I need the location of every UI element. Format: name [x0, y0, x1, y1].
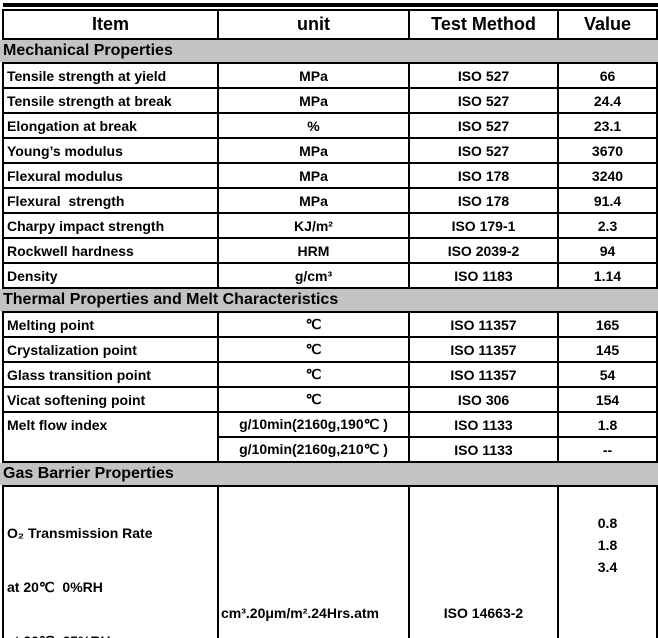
- unit-cell: HRM: [217, 237, 410, 264]
- test-method-cell: ISO 527: [408, 137, 559, 164]
- test-method-cell: ISO 527: [408, 112, 559, 139]
- column-header-unit: unit: [217, 9, 410, 40]
- column-header-item: Item: [2, 9, 219, 40]
- table-row: Melting point ℃ ISO 11357 165: [2, 311, 658, 338]
- item-cell: Vicat softening point: [2, 386, 219, 413]
- item-cell: Elongation at break: [2, 112, 219, 139]
- header-row: Item unit Test Method Value: [2, 9, 658, 40]
- test-method-cell: ISO 1133: [408, 411, 559, 438]
- item-cell: Density: [2, 262, 219, 289]
- column-header-test-method: Test Method: [408, 9, 559, 40]
- unit-cell: cm³.20μm/m².24Hrs.atm: [217, 485, 410, 638]
- section-header-thermal: Thermal Properties and Melt Characterist…: [0, 289, 658, 311]
- test-method-cell: ISO 1133: [408, 436, 559, 463]
- table-row: Density g/cm³ ISO 1183 1.14: [2, 262, 658, 289]
- test-method-cell: ISO 2039-2: [408, 237, 559, 264]
- test-method-cell: ISO 179-1: [408, 212, 559, 239]
- test-method-cell: ISO 11357: [408, 311, 559, 338]
- table-row-o2-transmission: O₂ Transmission Rate at 20℃ 0%RH at 20℃ …: [2, 485, 658, 638]
- test-method-cell: ISO 527: [408, 62, 559, 89]
- o2-rate-label: O₂ Transmission Rate: [7, 525, 153, 541]
- test-method-cell: ISO 178: [408, 187, 559, 214]
- table-row: Flexural modulus MPa ISO 178 3240: [2, 162, 658, 189]
- o2-condition-2: at 20℃ 65%RH: [7, 630, 216, 638]
- top-border-line: [3, 3, 658, 7]
- table-row-melt-flow-1: Melt flow index g/10min(2160g,190℃ ) ISO…: [2, 411, 658, 463]
- test-method-cell: ISO 11357: [408, 361, 559, 388]
- header-table: Item unit Test Method Value: [2, 9, 658, 40]
- item-cell: O₂ Transmission Rate at 20℃ 0%RH at 20℃ …: [2, 485, 219, 638]
- test-method-cell: ISO 14663-2: [408, 485, 559, 638]
- item-cell: Tensile strength at break: [2, 87, 219, 114]
- value-cell: 3240: [557, 162, 658, 189]
- unit-cell: MPa: [217, 87, 410, 114]
- value-cell: --: [557, 436, 658, 463]
- value-cell: 0.8 1.8 3.4: [557, 485, 658, 638]
- item-cell: Flexural modulus: [2, 162, 219, 189]
- unit-cell: g/10min(2160g,190℃ ): [217, 411, 410, 438]
- value-cell: 23.1: [557, 112, 658, 139]
- item-cell: Rockwell hardness: [2, 237, 219, 264]
- item-cell: Melting point: [2, 311, 219, 338]
- table-row: Tensile strength at yield MPa ISO 527 66: [2, 62, 658, 89]
- test-method-cell: ISO 527: [408, 87, 559, 114]
- o2-value-2: 1.8: [597, 537, 618, 553]
- table-row-melt-flow-2: g/10min(2160g,210℃ ) ISO 1133 --: [3, 436, 658, 463]
- table-row: Young’s modulus MPa ISO 527 3670: [2, 137, 658, 164]
- value-cell: 66: [557, 62, 658, 89]
- unit-cell: ℃: [217, 361, 410, 388]
- test-method-cell: ISO 11357: [408, 336, 559, 363]
- item-cell: Tensile strength at yield: [2, 62, 219, 89]
- item-cell: Young’s modulus: [2, 137, 219, 164]
- unit-cell: g/cm³: [217, 262, 410, 289]
- value-cell: 1.14: [557, 262, 658, 289]
- table-row: Elongation at break % ISO 527 23.1: [2, 112, 658, 139]
- value-cell: 165: [557, 311, 658, 338]
- test-method-cell: ISO 1183: [408, 262, 559, 289]
- value-cell: 91.4: [557, 187, 658, 214]
- unit-cell: MPa: [217, 162, 410, 189]
- table-row: Vicat softening point ℃ ISO 306 154: [2, 386, 658, 413]
- table-row: Glass transition point ℃ ISO 11357 54: [2, 361, 658, 388]
- unit-cell: MPa: [217, 187, 410, 214]
- column-header-value: Value: [557, 9, 658, 40]
- unit-cell: ℃: [217, 336, 410, 363]
- section-header-gas-barrier: Gas Barrier Properties: [0, 463, 658, 485]
- unit-cell: ℃: [217, 386, 410, 413]
- value-cell: 154: [557, 386, 658, 413]
- table-row: Charpy impact strength KJ/m² ISO 179-1 2…: [2, 212, 658, 239]
- value-cell: 1.8: [557, 411, 658, 438]
- section-header-mechanical: Mechanical Properties: [0, 40, 658, 62]
- value-cell: 24.4: [557, 87, 658, 114]
- gas-barrier-table: O₂ Transmission Rate at 20℃ 0%RH at 20℃ …: [2, 485, 658, 638]
- table-row: Tensile strength at break MPa ISO 527 24…: [2, 87, 658, 114]
- test-method-cell: ISO 178: [408, 162, 559, 189]
- value-cell: 3670: [557, 137, 658, 164]
- o2-condition-1: at 20℃ 0%RH: [7, 579, 103, 595]
- value-cell: 54: [557, 361, 658, 388]
- o2-value-3: 3.4: [597, 559, 618, 575]
- mechanical-table: Tensile strength at yield MPa ISO 527 66…: [2, 62, 658, 289]
- test-method-cell: ISO 306: [408, 386, 559, 413]
- unit-cell: ℃: [217, 311, 410, 338]
- table-row: Crystalization point ℃ ISO 11357 145: [2, 336, 658, 363]
- unit-cell: g/10min(2160g,210℃ ): [217, 436, 410, 463]
- value-cell: 145: [557, 336, 658, 363]
- item-cell: Flexural strength: [2, 187, 219, 214]
- item-cell: Melt flow index: [2, 411, 219, 463]
- item-cell: Crystalization point: [2, 336, 219, 363]
- o2-value-1: 0.8: [597, 515, 618, 531]
- unit-cell: MPa: [217, 62, 410, 89]
- item-cell: Glass transition point: [2, 361, 219, 388]
- unit-cell: MPa: [217, 137, 410, 164]
- unit-cell: KJ/m²: [217, 212, 410, 239]
- value-cell: 94: [557, 237, 658, 264]
- table-row: Flexural strength MPa ISO 178 91.4: [2, 187, 658, 214]
- thermal-table: Melting point ℃ ISO 11357 165 Crystaliza…: [2, 311, 658, 463]
- item-cell: Charpy impact strength: [2, 212, 219, 239]
- unit-cell: %: [217, 112, 410, 139]
- value-cell: 2.3: [557, 212, 658, 239]
- table-row: Rockwell hardness HRM ISO 2039-2 94: [2, 237, 658, 264]
